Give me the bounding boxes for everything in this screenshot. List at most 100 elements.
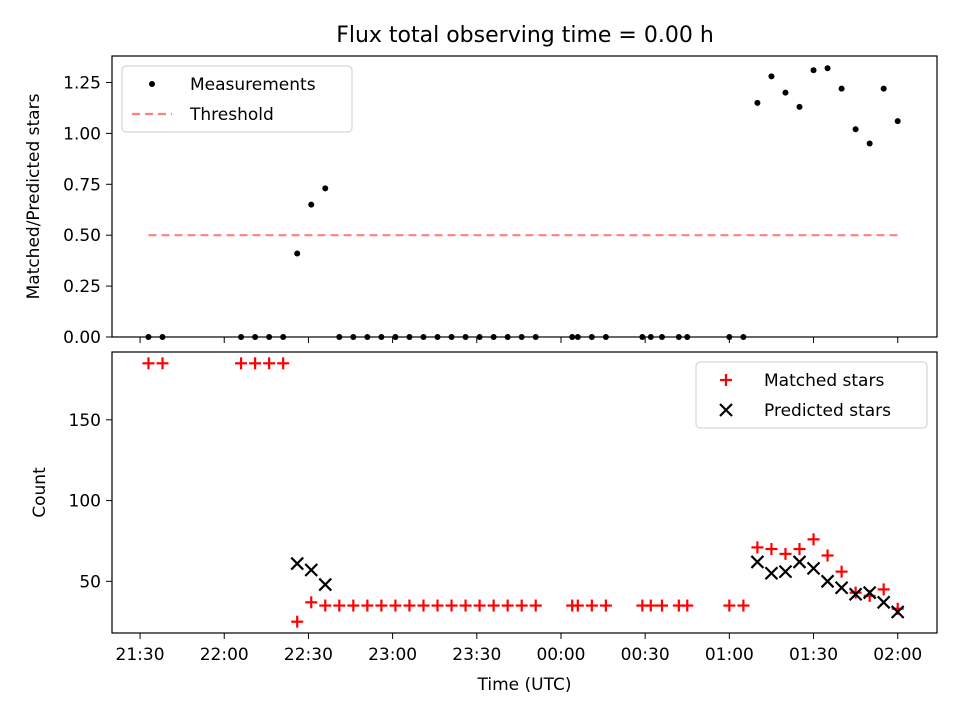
legend: Measurements Threshold — [121, 65, 353, 133]
matched-star-point — [765, 543, 778, 556]
y-tick-label: 150 — [69, 411, 101, 431]
measurement-point-shape — [796, 103, 803, 110]
matched-star-point — [459, 599, 472, 612]
measurement-point — [810, 67, 817, 74]
measurement-point-shape — [294, 250, 301, 257]
predicted-star-point-b — [820, 574, 835, 589]
matched-star-point — [501, 599, 514, 612]
legend-item: Threshold — [132, 105, 274, 125]
measurement-point-shape — [838, 85, 845, 92]
measurement-point-shape — [308, 201, 315, 208]
matched-star-point — [529, 599, 542, 612]
predicted-star-point — [318, 577, 333, 592]
y-tick-label: 0.25 — [63, 277, 101, 297]
axes-frame — [111, 55, 938, 338]
matched-star-point — [142, 357, 155, 370]
legend-item: Predicted stars — [719, 401, 891, 421]
matched-star-point — [644, 599, 657, 612]
y-tick-label: 1.25 — [63, 73, 101, 93]
predicted-star-point — [792, 555, 807, 569]
legend-label: Predicted stars — [764, 401, 891, 421]
predicted-star-point — [290, 556, 304, 571]
predicted-star-point — [890, 605, 905, 619]
matched-star-point — [431, 599, 444, 612]
matched-star-point — [473, 599, 486, 612]
matched-star-point — [515, 599, 528, 612]
legend-label: Measurements — [190, 75, 316, 95]
matched-star-point — [571, 599, 584, 612]
legend-marker-b — [719, 403, 733, 417]
measurement-point — [322, 185, 329, 192]
predicted-star-point-b — [876, 595, 891, 610]
legend-box — [121, 65, 353, 133]
measurement-point-shape — [894, 118, 901, 125]
matched-star-point — [723, 599, 736, 612]
x-tick-label: 01:00 — [705, 645, 754, 665]
measurement-point — [852, 126, 859, 133]
predicted-star-point — [848, 587, 863, 602]
matched-star-point — [361, 599, 374, 612]
x-tick-label: 02:00 — [873, 645, 922, 665]
matched-star-point — [403, 599, 416, 612]
figure-title: Flux total observing time = 0.00 h — [336, 23, 714, 48]
measurement-point-shape — [852, 126, 859, 133]
measurement-point — [308, 201, 315, 208]
legend-marker — [720, 374, 732, 386]
predicted-star-point — [834, 581, 849, 595]
matched-star-point — [333, 599, 346, 612]
measurement-point-shape — [754, 99, 761, 106]
matched-star-point — [291, 615, 304, 628]
matched-star-point — [681, 599, 694, 612]
matched-star-point — [793, 543, 806, 556]
matched-star-point — [751, 541, 764, 554]
measurement-point — [824, 65, 831, 72]
measurement-point — [894, 118, 901, 125]
predicted-star-point-b — [304, 563, 319, 577]
legend-item: Matched stars — [720, 371, 884, 391]
measurement-point — [796, 103, 803, 110]
measurement-point — [880, 85, 887, 92]
matched-star-point — [375, 599, 388, 612]
matched-star-point — [417, 599, 430, 612]
series-measurements — [145, 65, 901, 340]
y-tick-label: 50 — [79, 572, 101, 592]
measurement-point — [294, 250, 301, 257]
y-tick-label: 100 — [69, 492, 101, 512]
legend-marker — [719, 403, 733, 417]
matched-star-point — [849, 586, 862, 599]
predicted-star-point-b — [764, 566, 779, 581]
matched-star-point — [585, 599, 598, 612]
axes-frame — [111, 351, 938, 634]
top-panel: 0.00 0.25 0.50 0.75 1.00 1.25 Matched/Predicte… — [24, 55, 938, 348]
measurement-point-shape — [810, 67, 817, 74]
measurement-point-shape — [322, 185, 329, 192]
matched-star-point — [389, 599, 402, 612]
matched-star-point — [487, 599, 500, 612]
predicted-star-point-b — [848, 587, 863, 602]
x-tick-label: 23:00 — [368, 645, 417, 665]
measurement-point-shape — [880, 85, 887, 92]
predicted-star-point — [750, 555, 765, 569]
matched-star-point — [156, 357, 169, 370]
predicted-star-point — [778, 564, 793, 579]
matched-star-point — [821, 549, 834, 562]
predicted-star-point-b — [750, 555, 765, 569]
predicted-star-point-b — [792, 555, 807, 569]
x-tick-label: 22:00 — [200, 645, 249, 665]
legend-marker-shape — [149, 81, 155, 87]
predicted-star-point-b — [890, 605, 905, 619]
measurement-point-shape — [866, 140, 873, 147]
measurement-point-shape — [782, 89, 789, 96]
measurement-point — [782, 89, 789, 96]
legend-item: Measurements — [149, 75, 316, 95]
measurement-point — [838, 85, 845, 92]
matched-star-point — [277, 357, 290, 370]
legend-label: Threshold — [189, 105, 274, 125]
predicted-star-point-b — [806, 561, 821, 576]
bottom-panel: 21:30 22:00 22:30 23:00 23:30 00:00 00:30 01:00… — [30, 351, 938, 695]
matched-star-point — [877, 583, 890, 596]
y-tick-label: 0.75 — [63, 175, 101, 195]
x-tick-label: 01:30 — [789, 645, 838, 665]
matched-star-point — [807, 533, 820, 546]
